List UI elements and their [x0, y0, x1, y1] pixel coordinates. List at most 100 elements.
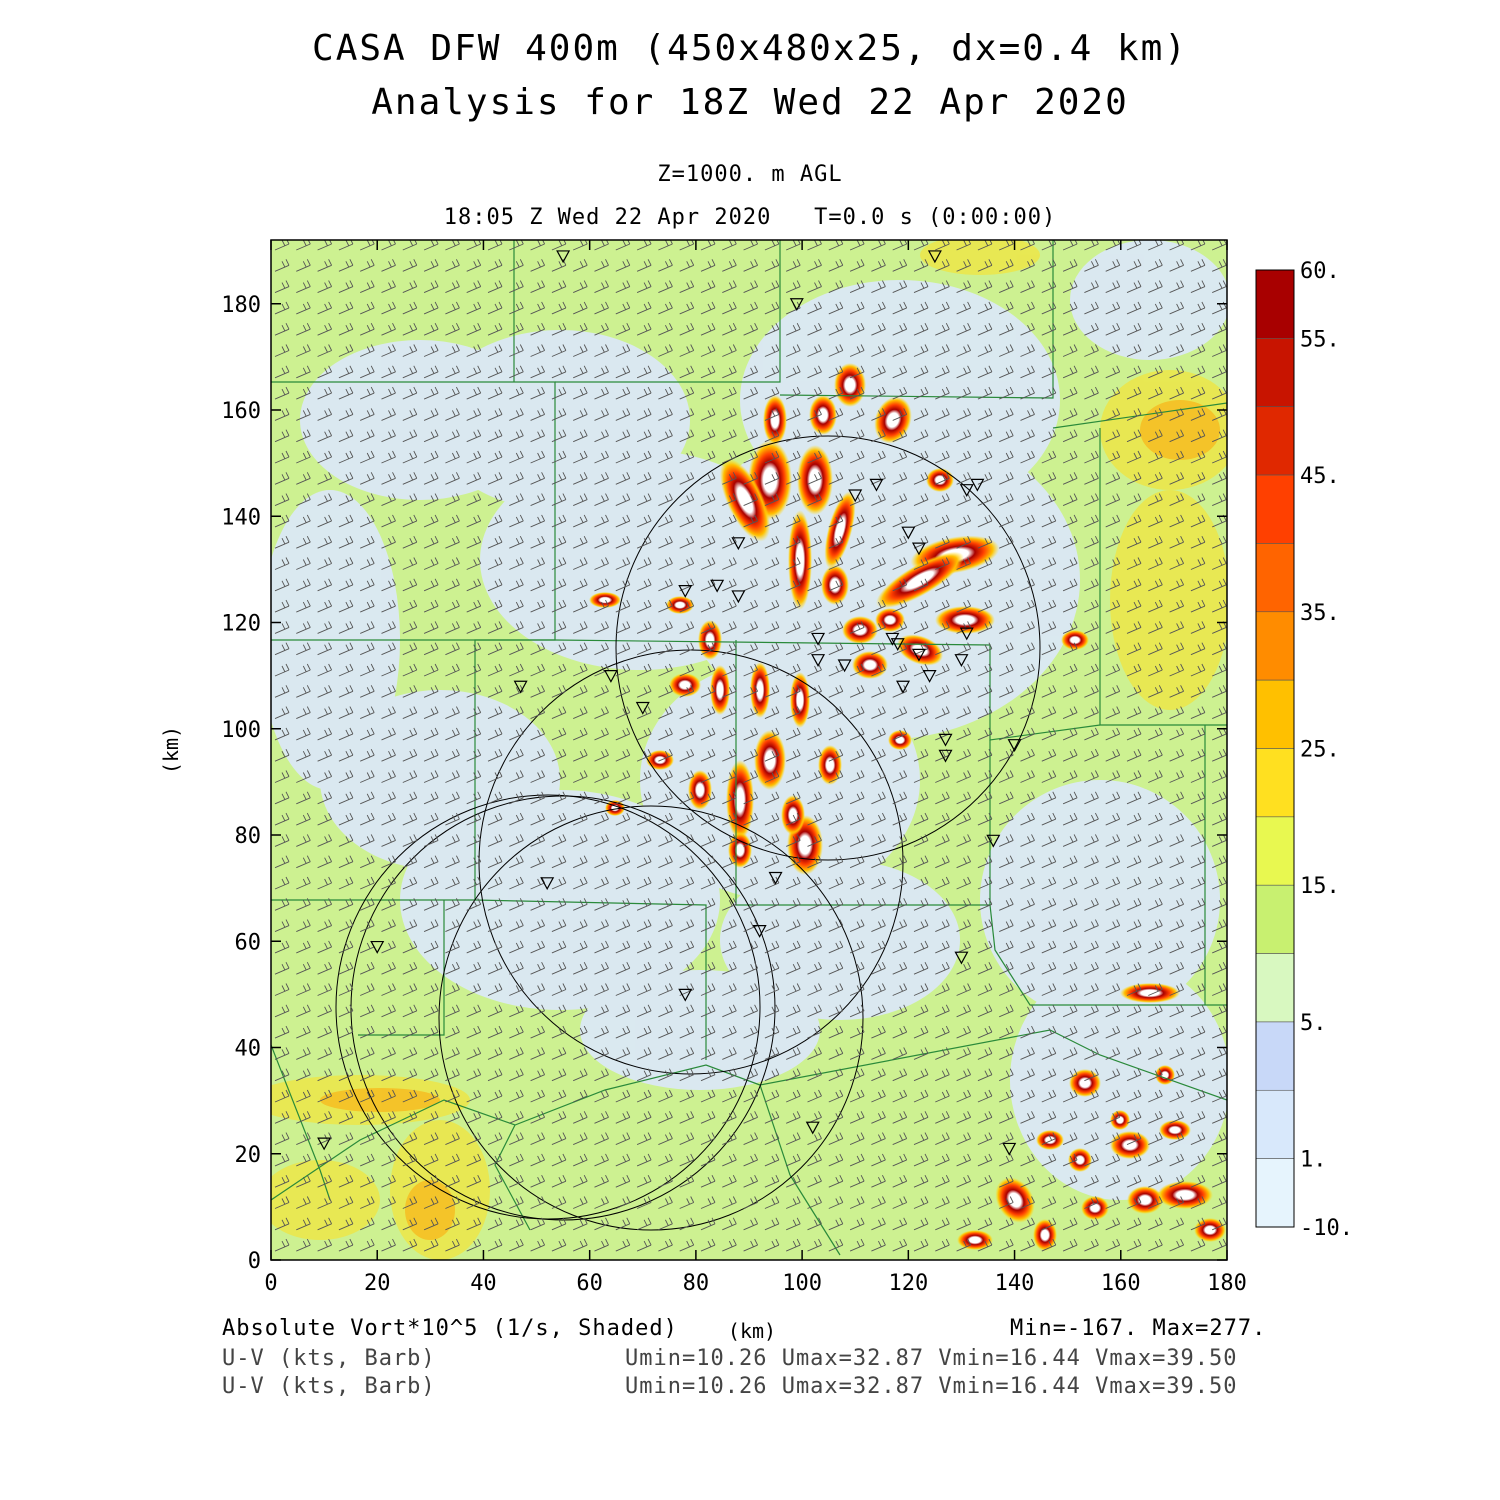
x-axis: 0 20 40 60 80 100 120 140 160 180(km)	[264, 240, 1247, 1343]
wind-barb	[274, 983, 290, 996]
wind-barb	[871, 1068, 886, 1082]
wind-barb	[338, 322, 354, 336]
wind-barb	[1212, 1068, 1227, 1082]
wind-barb	[786, 1025, 801, 1039]
wind-barb	[786, 642, 801, 656]
wind-barb	[296, 450, 311, 464]
wind-barb	[913, 727, 929, 741]
wind-barb	[849, 1153, 865, 1167]
wind-barb	[849, 940, 865, 954]
wind-barb	[1126, 1025, 1142, 1039]
wind-barb	[1212, 642, 1227, 656]
wind-barb	[743, 1047, 759, 1060]
wind-barb	[786, 685, 801, 698]
wind-barb	[871, 876, 886, 890]
wind-barb	[1041, 748, 1057, 762]
wind-barb	[999, 876, 1014, 890]
wind-barb	[764, 1068, 780, 1082]
wind-barb	[1062, 514, 1078, 528]
wind-barb	[1084, 770, 1099, 783]
wind-barb	[1148, 365, 1163, 379]
wind-barb	[722, 472, 737, 485]
wind-barb	[871, 1217, 886, 1231]
wind-barb	[423, 834, 439, 847]
wind-barb	[977, 642, 993, 656]
wind-barb	[743, 727, 759, 741]
wind-barb	[913, 280, 929, 294]
wind-barb	[445, 514, 460, 528]
wind-barb	[360, 301, 375, 315]
wind-barb	[1169, 1025, 1185, 1039]
wind-barb	[615, 514, 631, 528]
wind-barb	[743, 1132, 759, 1146]
wind-barb	[1148, 280, 1163, 294]
wind-barb	[296, 685, 311, 698]
wind-barb	[487, 834, 503, 847]
wind-barb	[274, 301, 290, 315]
wind-barb	[849, 1196, 865, 1209]
wind-barb	[679, 365, 695, 379]
wind-barb	[317, 1089, 333, 1103]
wind-barb	[530, 812, 546, 826]
wind-barb	[977, 663, 993, 677]
wind-barb	[679, 301, 695, 315]
wind-barb	[338, 1132, 354, 1146]
colorbar-label: 15.	[1300, 874, 1340, 899]
wind-barb	[849, 1089, 865, 1103]
wind-barb	[573, 408, 588, 421]
wind-barb	[1148, 322, 1163, 336]
wind-barb	[700, 259, 716, 272]
wind-barb	[615, 685, 631, 698]
wind-barb	[700, 791, 716, 805]
wind-barb	[786, 770, 801, 783]
wind-barb	[892, 1132, 908, 1146]
wind-barb	[700, 557, 716, 570]
wind-barb	[1020, 472, 1035, 485]
wind-barb	[466, 1217, 482, 1231]
wind-barb	[530, 322, 546, 336]
wind-barb	[828, 1111, 844, 1124]
wind-barb	[743, 642, 759, 656]
wind-barb	[956, 1068, 972, 1082]
station-marker	[370, 940, 385, 954]
wind-barb	[743, 834, 759, 847]
wind-barb	[466, 855, 482, 869]
wind-barb	[338, 259, 354, 272]
wind-barb	[487, 1196, 503, 1209]
wind-barb	[1041, 898, 1057, 911]
wind-barb	[764, 1238, 780, 1252]
wind-barb	[786, 1217, 801, 1231]
wind-barb	[1212, 1132, 1227, 1146]
wind-barb	[849, 386, 865, 400]
wind-barb	[1084, 472, 1099, 485]
wind-barb	[700, 301, 716, 315]
wind-barb	[913, 578, 929, 592]
wind-barb	[1105, 940, 1121, 954]
level-label: Z=1000. m AGL	[657, 162, 843, 187]
wind-barb	[530, 685, 546, 698]
wind-barb	[913, 919, 929, 933]
wind-barb	[551, 1174, 567, 1188]
wind-barb	[1148, 599, 1163, 613]
wind-barb	[360, 259, 375, 272]
station-marker	[954, 654, 969, 667]
wind-barb	[892, 1217, 908, 1231]
wind-barb	[274, 940, 290, 954]
wind-barb	[530, 791, 546, 805]
wind-barb	[722, 791, 737, 805]
wind-barb	[1126, 1047, 1142, 1060]
wind-barb	[274, 1025, 290, 1039]
wind-barb	[679, 1068, 695, 1082]
wind-barb	[296, 706, 311, 720]
wind-barb	[509, 961, 524, 975]
wind-barb	[1105, 706, 1121, 720]
wind-barb	[1126, 1089, 1142, 1103]
wind-barb	[743, 386, 759, 400]
wind-barb	[956, 1089, 972, 1103]
wind-barb	[892, 961, 908, 975]
wind-barb	[381, 812, 396, 826]
wind-barb	[892, 1111, 908, 1124]
wind-barb	[849, 535, 865, 549]
wind-barb	[743, 450, 759, 464]
wind-barb	[615, 983, 631, 996]
